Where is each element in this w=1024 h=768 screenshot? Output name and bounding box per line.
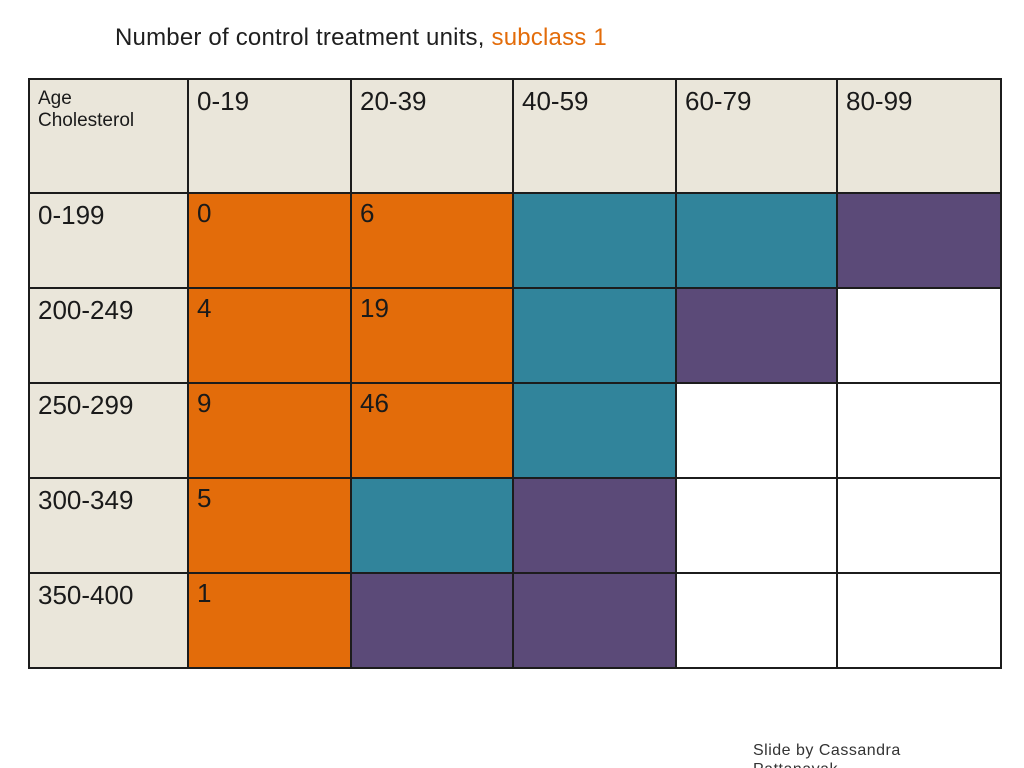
data-cell bbox=[512, 287, 677, 384]
col-header-20-39: 20-39 bbox=[350, 78, 514, 194]
table-row: 250-299 9 46 bbox=[28, 382, 1002, 479]
data-cell: 4 bbox=[187, 287, 352, 384]
data-cell: 46 bbox=[350, 382, 514, 479]
age-axis-label: Age bbox=[38, 88, 72, 109]
attribution: Slide by Cassandra Pattanayak bbox=[753, 741, 901, 768]
data-cell bbox=[512, 192, 677, 289]
data-cell: 19 bbox=[350, 287, 514, 384]
data-cell bbox=[675, 477, 838, 574]
col-header-80-99: 80-99 bbox=[836, 78, 1002, 194]
data-cell: 0 bbox=[187, 192, 352, 289]
row-header-200-249: 200-249 bbox=[28, 287, 189, 384]
table-row: 0-199 0 6 bbox=[28, 192, 1002, 289]
data-cell: 5 bbox=[187, 477, 352, 574]
row-header-250-299: 250-299 bbox=[28, 382, 189, 479]
page-title-text: Number of control treatment units, bbox=[115, 24, 492, 51]
data-cell bbox=[512, 477, 677, 574]
data-cell bbox=[512, 572, 677, 669]
table-row: 300-349 5 bbox=[28, 477, 1002, 574]
col-header-0-19: 0-19 bbox=[187, 78, 352, 194]
row-header-0-199: 0-199 bbox=[28, 192, 189, 289]
table-row: 200-249 4 19 bbox=[28, 287, 1002, 384]
data-cell bbox=[350, 477, 514, 574]
data-cell bbox=[512, 382, 677, 479]
row-header-350-400: 350-400 bbox=[28, 572, 189, 669]
corner-cell: Age Cholesterol bbox=[28, 78, 189, 194]
table-header-row: Age Cholesterol 0-19 20-39 40-59 60-79 8… bbox=[28, 78, 1002, 194]
attribution-line2: Pattanayak bbox=[753, 760, 901, 768]
data-cell: 6 bbox=[350, 192, 514, 289]
data-cell: 1 bbox=[187, 572, 352, 669]
page-title: Number of control treatment units, subcl… bbox=[115, 24, 607, 52]
table-row: 350-400 1 bbox=[28, 572, 1002, 669]
page-title-highlight: subclass 1 bbox=[491, 24, 607, 51]
data-cell bbox=[836, 477, 1002, 574]
data-cell bbox=[675, 382, 838, 479]
data-cell: 9 bbox=[187, 382, 352, 479]
data-cell bbox=[836, 382, 1002, 479]
attribution-line1: Slide by Cassandra bbox=[753, 742, 901, 759]
data-cell bbox=[836, 287, 1002, 384]
col-header-40-59: 40-59 bbox=[512, 78, 677, 194]
cholesterol-axis-label: Cholesterol bbox=[38, 110, 135, 131]
data-cell bbox=[675, 572, 838, 669]
col-header-60-79: 60-79 bbox=[675, 78, 838, 194]
units-table: Age Cholesterol 0-19 20-39 40-59 60-79 8… bbox=[28, 78, 1002, 669]
data-cell bbox=[675, 192, 838, 289]
corner-inner: Age Cholesterol bbox=[38, 88, 177, 132]
data-cell bbox=[350, 572, 514, 669]
data-cell bbox=[836, 192, 1002, 289]
data-cell bbox=[836, 572, 1002, 669]
data-cell bbox=[675, 287, 838, 384]
row-header-300-349: 300-349 bbox=[28, 477, 189, 574]
